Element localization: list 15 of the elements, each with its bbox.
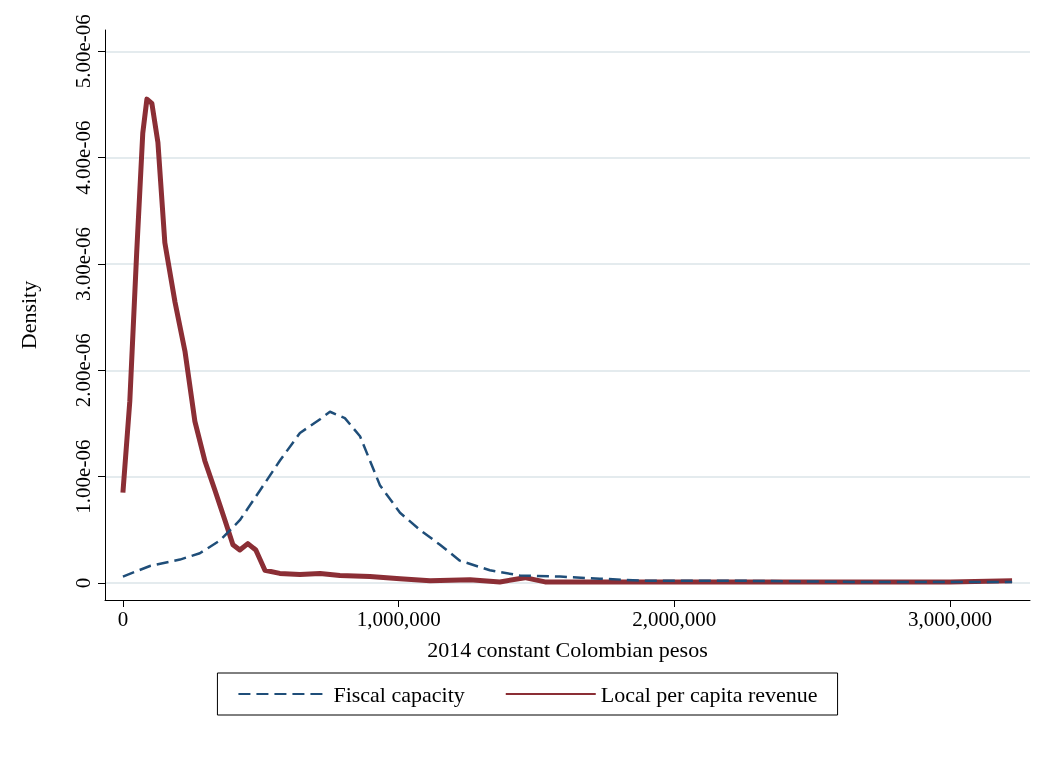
x-tick-label: 0 [117, 606, 129, 631]
x-tick-label: 3,000,000 [908, 606, 993, 631]
y-tick-label: 2.00e-06 [70, 333, 95, 408]
y-tick-label: 5.00e-06 [70, 14, 95, 89]
line-series [121, 410, 1014, 584]
x-axis-title: 2014 constant Colombian pesos [427, 636, 708, 662]
y-tick-label: 1.00e-06 [70, 439, 95, 514]
y-tick-label: 3.00e-06 [70, 226, 95, 301]
legend-label: Local per capita revenue [600, 681, 818, 707]
x-tick-label: 1,000,000 [356, 606, 441, 631]
y-tick-label: 4.00e-06 [70, 120, 95, 195]
y-axis-title: Density [15, 280, 41, 350]
x-tick-label: 2,000,000 [632, 606, 717, 631]
y-tick-label: 0 [70, 577, 95, 589]
legend-label: Fiscal capacity [333, 681, 465, 707]
